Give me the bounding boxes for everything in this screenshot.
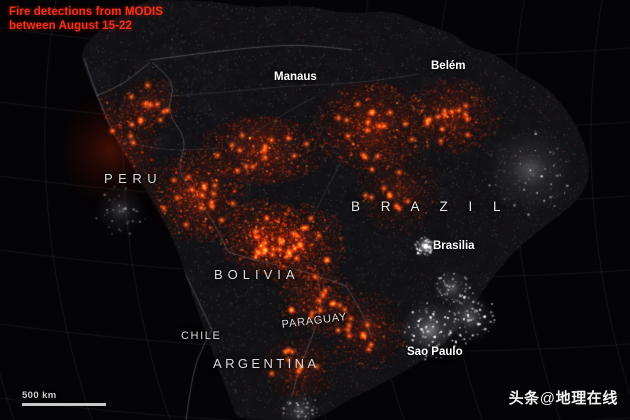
city-label-belem: Belém (431, 60, 466, 72)
city-label-brasilia: Brasilia (433, 240, 475, 252)
city-label-manaus: Manaus (274, 71, 317, 83)
country-label-argentina: ARGENTINA (213, 356, 320, 371)
country-label-peru: PERU (104, 171, 163, 186)
city-marker-brasilia (424, 244, 428, 248)
scale-bar-line (22, 403, 106, 406)
city-label-sao-paulo: Sao Paulo (407, 346, 463, 358)
country-label-chile: CHILE (181, 330, 222, 342)
scale-bar: 500 km (22, 390, 106, 406)
country-label-brazil: B R A Z I L (351, 199, 510, 214)
watermark-brand: 头条 (508, 390, 540, 407)
map-title-line2: between August 15-22 (9, 20, 132, 32)
watermark-handle: 地理在线 (555, 390, 618, 407)
watermark-at: @ (539, 390, 556, 407)
scale-bar-label: 500 km (22, 390, 57, 401)
map-title: Fire detections from MODIS between Augus… (9, 5, 163, 33)
map-title-line1: Fire detections from MODIS (9, 6, 164, 18)
country-label-bolivia: BOLIVIA (214, 267, 300, 282)
watermark: 头条@地理在线 (509, 387, 618, 408)
